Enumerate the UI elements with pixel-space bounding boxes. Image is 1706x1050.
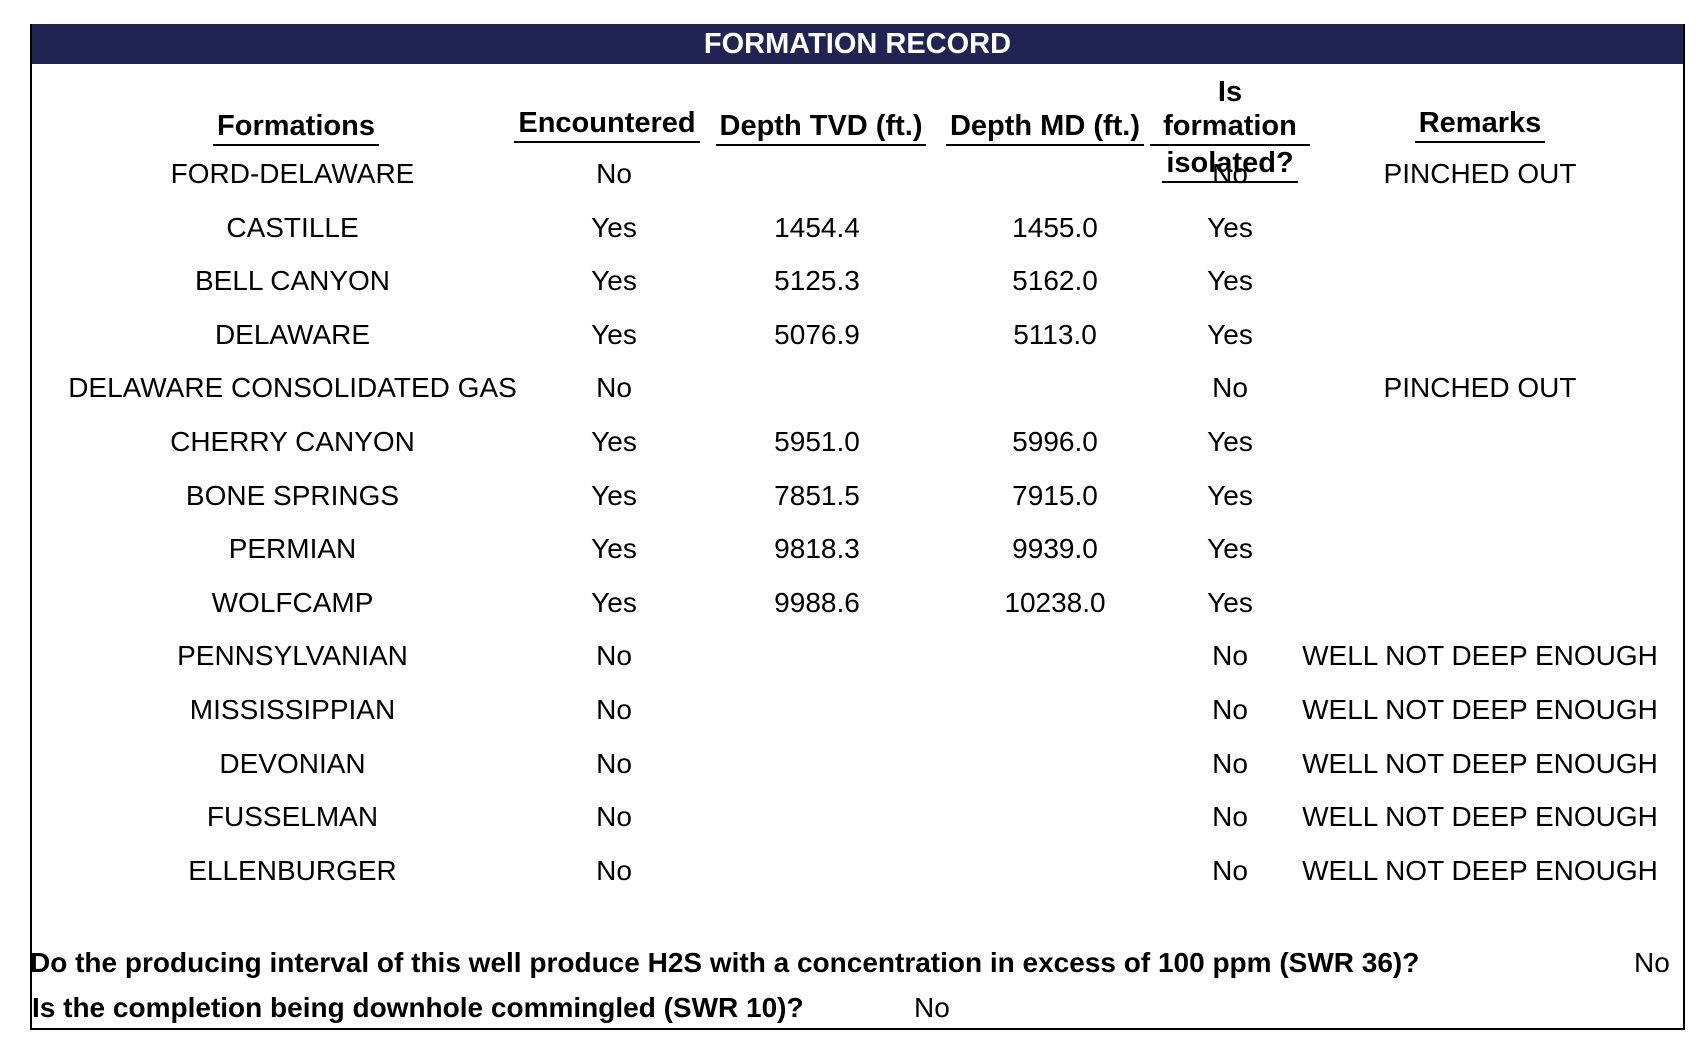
- formation-cell: DELAWARE: [214, 319, 371, 350]
- header-encountered: Encountered: [512, 106, 702, 143]
- h2s-question: Do the producing interval of this well p…: [30, 947, 1420, 978]
- remarks-cell: WELL NOT DEEP ENOUGH: [1302, 640, 1658, 671]
- encountered-cell: No: [596, 855, 632, 886]
- header-formations: Formations: [190, 109, 402, 146]
- tvd-cell: 9818.3: [774, 533, 860, 564]
- md-cell: 5162.0: [1012, 265, 1098, 296]
- header-remarks: Remarks: [1380, 106, 1580, 143]
- header-md: Depth MD (ft.): [940, 109, 1150, 146]
- remarks-cell: WELL NOT DEEP ENOUGH: [1302, 694, 1658, 725]
- header-remarks-label: Remarks: [1414, 106, 1546, 143]
- commingled-answer: No: [914, 992, 950, 1023]
- tvd-cell: 5951.0: [774, 426, 860, 457]
- header-encountered-label: Encountered: [514, 106, 700, 143]
- remarks-cell: WELL NOT DEEP ENOUGH: [1302, 801, 1658, 832]
- formation-cell: FORD-DELAWARE: [170, 158, 415, 189]
- encountered-cell: No: [596, 372, 632, 403]
- formation-cell: WOLFCAMP: [211, 587, 374, 618]
- header-md-label: Depth MD (ft.): [945, 109, 1145, 146]
- remarks-cell: PINCHED OUT: [1383, 372, 1577, 403]
- isolated-cell: No: [1212, 748, 1248, 779]
- isolated-cell: Yes: [1207, 533, 1253, 564]
- encountered-cell: No: [596, 694, 632, 725]
- remarks-cell: PINCHED OUT: [1383, 158, 1577, 189]
- header-formations-label: Formations: [213, 109, 379, 146]
- md-cell: 5113.0: [1013, 319, 1097, 350]
- tvd-cell: 5076.9: [774, 319, 860, 350]
- tvd-cell: 9988.6: [774, 587, 860, 618]
- isolated-cell: Yes: [1207, 587, 1253, 618]
- formation-cell: DEVONIAN: [219, 748, 366, 779]
- tvd-cell: 7851.5: [774, 480, 860, 511]
- formation-cell: PENNSYLVANIAN: [177, 640, 408, 671]
- isolated-cell: No: [1212, 801, 1248, 832]
- encountered-cell: Yes: [591, 587, 637, 618]
- header-tvd: Depth TVD (ft.): [712, 109, 930, 146]
- header-isolated: Is formation isolated?: [1150, 75, 1310, 183]
- isolated-cell: Yes: [1207, 212, 1253, 243]
- encountered-cell: No: [596, 640, 632, 671]
- isolated-cell: No: [1212, 694, 1248, 725]
- encountered-cell: Yes: [591, 212, 637, 243]
- header-isolated-line2: isolated?: [1162, 146, 1298, 183]
- isolated-cell: No: [1212, 158, 1248, 189]
- isolated-cell: Yes: [1207, 319, 1253, 350]
- remarks-cell: WELL NOT DEEP ENOUGH: [1302, 855, 1658, 886]
- formation-cell: PERMIAN: [228, 533, 357, 564]
- formation-record-title: FORMATION RECORD: [30, 24, 1685, 64]
- header-isolated-line1: Is formation: [1150, 75, 1310, 146]
- encountered-cell: No: [596, 158, 632, 189]
- encountered-cell: Yes: [591, 265, 637, 296]
- formation-cell: CHERRY CANYON: [170, 426, 415, 457]
- header-tvd-label: Depth TVD (ft.): [715, 109, 927, 146]
- isolated-cell: No: [1212, 640, 1248, 671]
- formation-cell: DELAWARE CONSOLIDATED GAS: [68, 372, 517, 403]
- encountered-cell: No: [596, 801, 632, 832]
- remarks-cell: WELL NOT DEEP ENOUGH: [1302, 748, 1658, 779]
- tvd-cell: 5125.3: [774, 265, 860, 296]
- formation-cell: BELL CANYON: [194, 265, 391, 296]
- encountered-cell: No: [596, 748, 632, 779]
- md-cell: 5996.0: [1012, 426, 1098, 457]
- commingled-question: Is the completion being downhole comming…: [32, 992, 804, 1023]
- encountered-cell: Yes: [591, 533, 637, 564]
- isolated-cell: Yes: [1207, 480, 1253, 511]
- isolated-cell: Yes: [1207, 426, 1253, 457]
- encountered-cell: Yes: [591, 426, 637, 457]
- isolated-cell: No: [1212, 855, 1248, 886]
- formation-cell: CASTILLE: [226, 212, 359, 243]
- md-cell: 9939.0: [1012, 533, 1098, 564]
- md-cell: 7915.0: [1012, 480, 1098, 511]
- h2s-answer: No: [1634, 947, 1670, 978]
- md-cell: 10238.0: [1004, 587, 1106, 618]
- formation-cell: BONE SPRINGS: [185, 480, 400, 511]
- formation-cell: MISSISSIPPIAN: [189, 694, 396, 725]
- formation-cell: ELLENBURGER: [188, 855, 397, 886]
- formation-record-frame: [30, 24, 1685, 1030]
- encountered-cell: Yes: [591, 319, 637, 350]
- tvd-cell: 1454.4: [774, 212, 860, 243]
- isolated-cell: Yes: [1207, 265, 1253, 296]
- encountered-cell: Yes: [591, 480, 637, 511]
- md-cell: 1455.0: [1012, 212, 1098, 243]
- isolated-cell: No: [1212, 372, 1248, 403]
- formation-cell: FUSSELMAN: [206, 801, 379, 832]
